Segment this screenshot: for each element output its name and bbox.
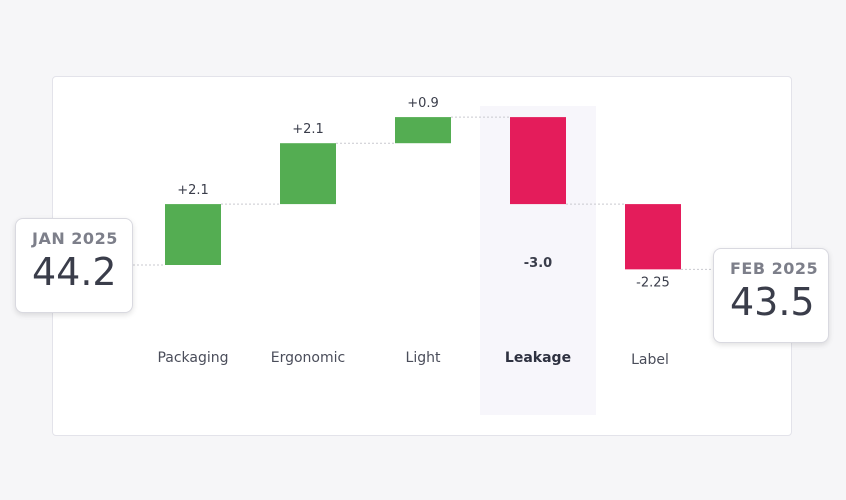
category-label-light: Light xyxy=(406,350,441,366)
category-label-leakage: Leakage xyxy=(505,350,571,366)
value-label-label: -2.25 xyxy=(636,275,670,290)
end-label: FEB 2025 xyxy=(730,259,819,278)
end-value-callout: FEB 2025 43.5 xyxy=(713,248,829,343)
category-label-packaging: Packaging xyxy=(157,350,228,366)
bar-packaging xyxy=(165,204,221,265)
category-label-ergonomic: Ergonomic xyxy=(271,350,345,366)
bar-label xyxy=(625,204,681,270)
bar-leakage xyxy=(510,117,566,205)
start-label: JAN 2025 xyxy=(32,229,118,248)
value-label-packaging: +2.1 xyxy=(177,183,209,198)
bar-light xyxy=(395,117,451,144)
category-label-label: Label xyxy=(631,352,669,368)
bar-ergonomic xyxy=(280,143,336,205)
end-value: 43.5 xyxy=(730,280,815,324)
value-label-light: +0.9 xyxy=(407,96,439,111)
value-label-ergonomic: +2.1 xyxy=(292,122,324,137)
value-label-leakage: -3.0 xyxy=(524,256,552,271)
start-value-callout: JAN 2025 44.2 xyxy=(15,218,133,313)
start-value: 44.2 xyxy=(32,250,117,294)
